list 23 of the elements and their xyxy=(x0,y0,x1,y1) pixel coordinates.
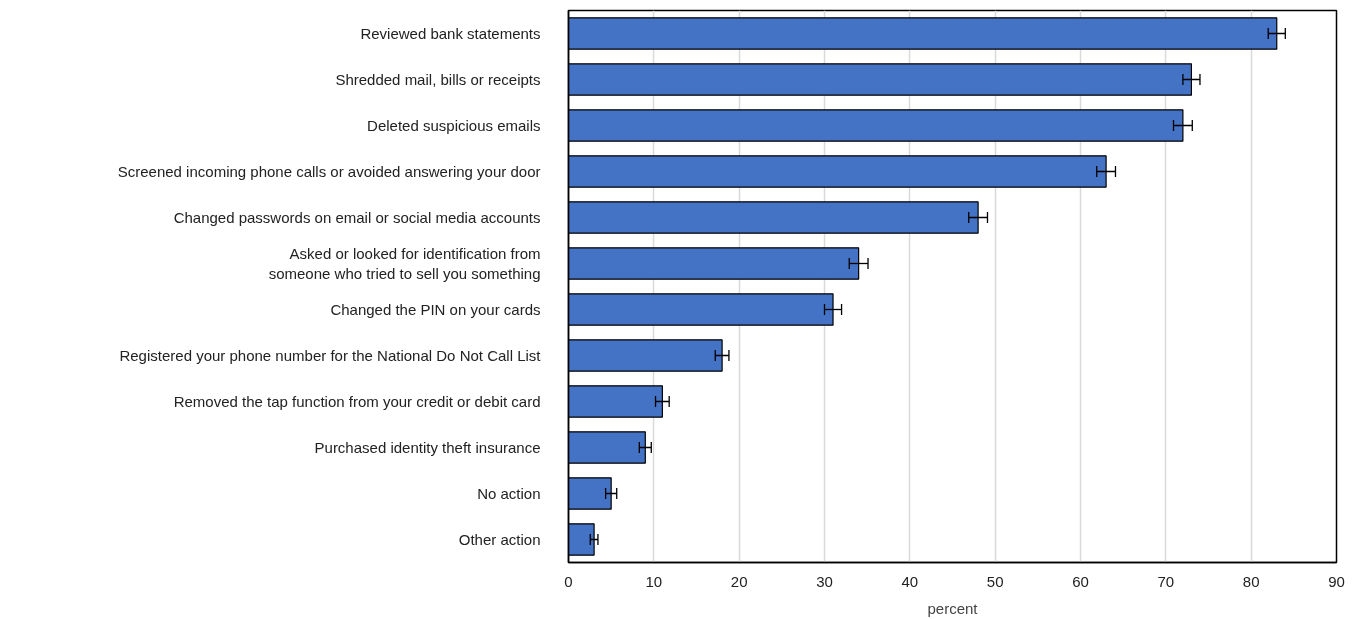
y-tick-label: Screened incoming phone calls or avoided answering your door xyxy=(117,163,541,180)
x-tick-label: 70 xyxy=(1157,572,1175,590)
x-tick-label: 90 xyxy=(1328,572,1345,590)
y-tick-label: Deleted suspicious emails xyxy=(367,117,541,134)
y-tick-label: Changed passwords on email or social media accounts xyxy=(173,209,541,226)
x-tick-label: 50 xyxy=(986,572,1004,590)
x-axis-title: percent xyxy=(927,599,979,617)
y-tick-label: Removed the tap function from your credit or debit card xyxy=(173,393,541,410)
x-tick-label: 10 xyxy=(645,572,663,590)
x-tick-label: 60 xyxy=(1072,572,1089,590)
x-tick-label: 80 xyxy=(1242,572,1260,590)
y-tick-label: Shredded mail, bills or receipts xyxy=(335,71,541,88)
y-tick-label: Registered your phone number for the National Do Not Call List xyxy=(119,347,542,364)
x-tick-label: 0 xyxy=(564,572,573,590)
y-tick-label: Purchased identity theft insurance xyxy=(314,439,541,456)
y-tick-label: No action xyxy=(477,485,541,502)
y-tick-label: Other action xyxy=(458,531,541,548)
y-tick-label: Reviewed bank statements xyxy=(360,25,541,42)
x-tick-label: 20 xyxy=(730,572,748,590)
y-tick-label: Asked or looked for identification from someone who tried to sell you something xyxy=(268,244,541,283)
x-tick-label: 30 xyxy=(816,572,833,590)
y-tick-label: Changed the PIN on your cards xyxy=(330,301,541,318)
x-tick-label: 40 xyxy=(901,572,919,590)
